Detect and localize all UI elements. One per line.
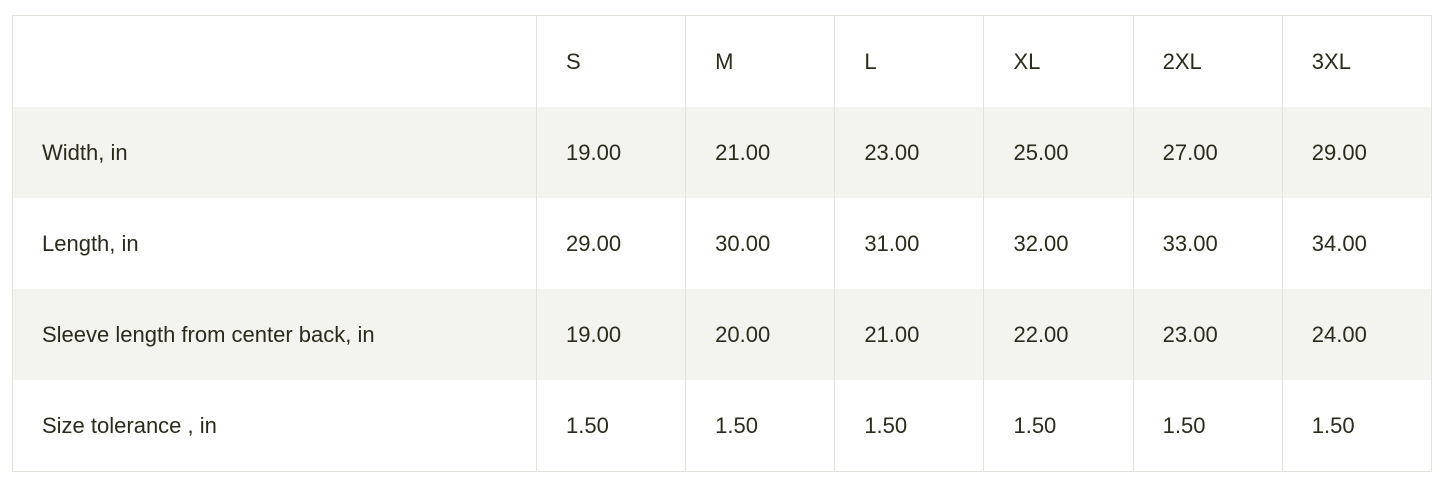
measurement-cell: 31.00	[834, 198, 984, 289]
measurement-cell: 19.00	[535, 107, 686, 198]
measurement-cell: 32.00	[983, 198, 1134, 289]
size-chart-table: S M L XL 2XL 3XL Width, in 19.00 21.00 23.0…	[12, 15, 1432, 472]
table-row: Sleeve length from center back, in 19.00 2…	[12, 289, 1432, 380]
table-row: Width, in 19.00 21.00 23.00 25.00 27.00 29.00	[12, 107, 1432, 198]
measurement-cell: 20.00	[685, 289, 835, 380]
header-size: M	[685, 15, 835, 107]
measurement-cell: 25.00	[983, 107, 1134, 198]
row-label: Sleeve length from center back, in	[12, 289, 537, 380]
measurement-cell: 1.50	[983, 380, 1134, 472]
measurement-cell: 33.00	[1132, 198, 1283, 289]
table-row: Size tolerance , in 1.50 1.50 1.50 1.50 1.50 1…	[13, 380, 1432, 472]
measurement-cell: 21.00	[834, 289, 984, 380]
measurement-cell: 1.50	[1132, 380, 1283, 472]
measurement-cell: 1.50	[685, 380, 835, 472]
header-size: 3XL	[1281, 15, 1432, 107]
measurement-cell: 24.00	[1281, 289, 1432, 380]
measurement-cell: 19.00	[535, 289, 686, 380]
header-empty	[13, 16, 537, 108]
header-size: 2XL	[1132, 15, 1283, 107]
row-label: Width, in	[12, 107, 537, 198]
measurement-cell: 34.00	[1281, 198, 1432, 289]
measurement-cell: 1.50	[1281, 380, 1432, 472]
header-size: XL	[983, 15, 1134, 107]
header-size: S	[535, 15, 686, 107]
measurement-cell: 21.00	[685, 107, 835, 198]
measurement-cell: 22.00	[983, 289, 1134, 380]
measurement-cell: 1.50	[834, 380, 984, 472]
measurement-cell: 29.00	[535, 198, 686, 289]
row-label: Length, in	[42, 230, 139, 256]
header-size: L	[834, 15, 984, 107]
table-row: Length, in 29.00 30.00 31.00 32.00 33.00 34.00	[13, 198, 1432, 289]
measurement-cell: 1.50	[535, 380, 686, 472]
measurement-cell: 30.00	[685, 198, 835, 289]
measurement-cell: 23.00	[834, 107, 984, 198]
row-label: Size tolerance , in	[42, 412, 217, 438]
measurement-cell: 23.00	[1132, 289, 1283, 380]
header-row: S M L XL 2XL 3XL	[13, 15, 1432, 108]
measurement-cell: 27.00	[1132, 107, 1283, 198]
measurement-cell: 29.00	[1281, 107, 1432, 198]
